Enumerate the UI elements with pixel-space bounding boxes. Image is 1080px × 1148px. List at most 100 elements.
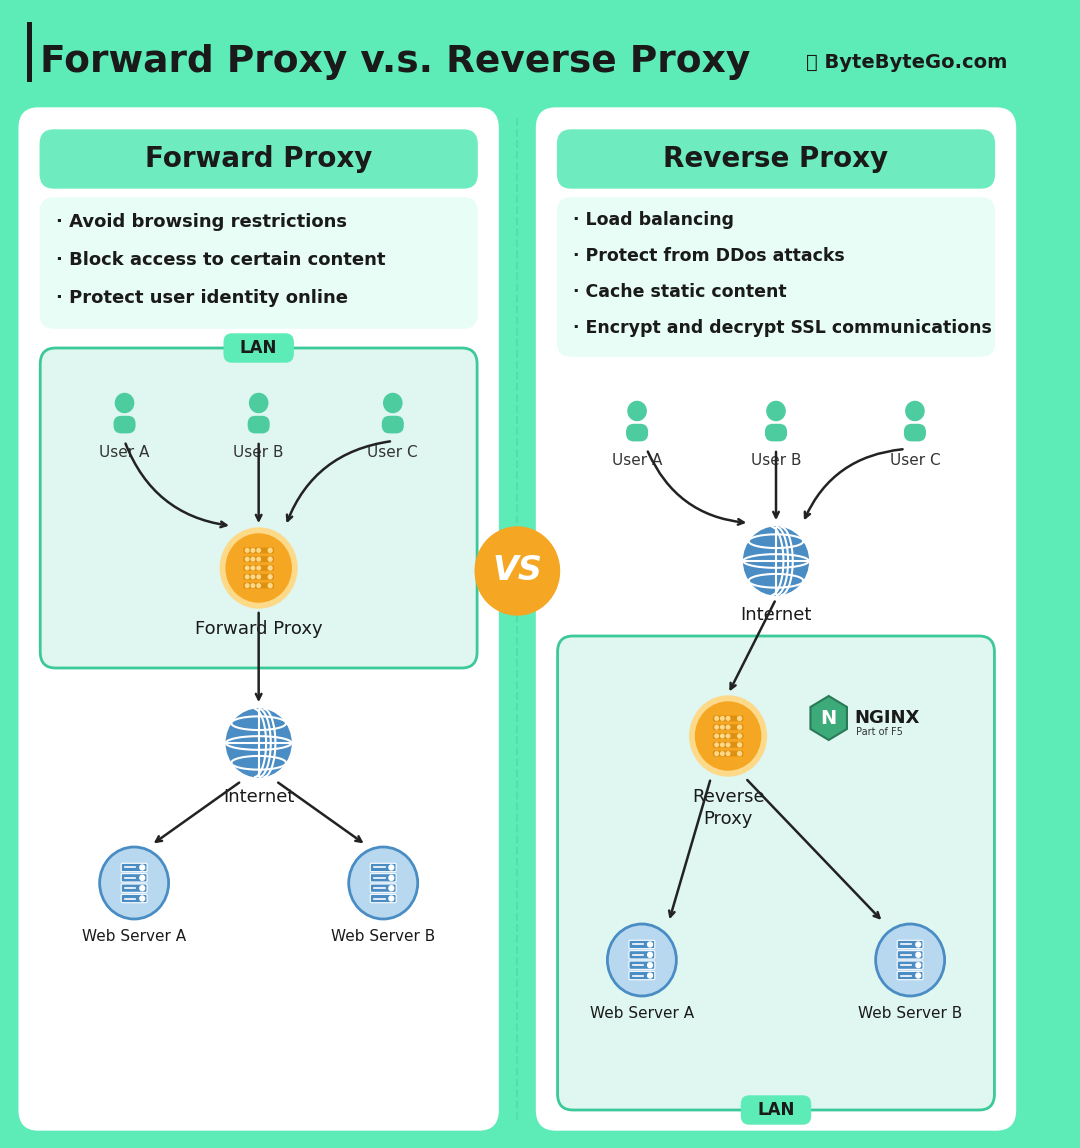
Text: Internet: Internet: [222, 788, 295, 806]
Text: Internet: Internet: [740, 606, 812, 625]
Text: · Load balancing: · Load balancing: [572, 211, 734, 228]
Polygon shape: [810, 696, 847, 740]
Circle shape: [648, 963, 652, 968]
Text: Part of F5: Part of F5: [855, 727, 903, 737]
Circle shape: [727, 743, 730, 746]
FancyBboxPatch shape: [713, 734, 743, 739]
FancyBboxPatch shape: [742, 1096, 810, 1124]
Circle shape: [252, 575, 255, 579]
Text: User C: User C: [890, 453, 941, 468]
FancyBboxPatch shape: [243, 565, 274, 571]
Text: Reverse
Proxy: Reverse Proxy: [692, 788, 765, 828]
Circle shape: [257, 575, 260, 579]
Circle shape: [715, 716, 718, 720]
FancyBboxPatch shape: [897, 961, 923, 969]
Text: NGINX: NGINX: [854, 709, 920, 727]
Circle shape: [916, 943, 920, 947]
Circle shape: [389, 864, 394, 870]
Circle shape: [140, 885, 145, 891]
FancyBboxPatch shape: [247, 416, 270, 434]
Circle shape: [248, 393, 269, 413]
Circle shape: [738, 726, 742, 729]
Circle shape: [257, 566, 260, 569]
Circle shape: [268, 566, 272, 571]
FancyBboxPatch shape: [629, 971, 654, 979]
Circle shape: [715, 735, 718, 738]
Circle shape: [648, 943, 652, 947]
Circle shape: [690, 696, 767, 776]
FancyBboxPatch shape: [629, 951, 654, 959]
Circle shape: [696, 701, 760, 770]
Circle shape: [99, 847, 168, 920]
Circle shape: [252, 549, 255, 552]
Circle shape: [383, 393, 403, 413]
FancyBboxPatch shape: [19, 108, 498, 1130]
FancyBboxPatch shape: [370, 874, 396, 882]
FancyBboxPatch shape: [243, 583, 274, 589]
Circle shape: [389, 897, 394, 901]
FancyBboxPatch shape: [626, 424, 648, 441]
Text: LAN: LAN: [240, 339, 278, 357]
FancyBboxPatch shape: [40, 130, 477, 188]
FancyBboxPatch shape: [713, 751, 743, 757]
Circle shape: [389, 875, 394, 881]
FancyBboxPatch shape: [243, 548, 274, 553]
Circle shape: [268, 549, 272, 552]
Circle shape: [245, 549, 248, 552]
Circle shape: [720, 752, 724, 755]
Circle shape: [738, 734, 742, 738]
Circle shape: [738, 743, 742, 747]
Circle shape: [140, 897, 145, 901]
FancyBboxPatch shape: [381, 416, 404, 434]
Circle shape: [742, 525, 810, 597]
FancyBboxPatch shape: [904, 424, 926, 441]
FancyBboxPatch shape: [557, 130, 995, 188]
FancyBboxPatch shape: [243, 574, 274, 580]
FancyBboxPatch shape: [113, 416, 136, 434]
Text: N: N: [821, 708, 837, 728]
Circle shape: [245, 575, 248, 579]
Circle shape: [905, 401, 924, 421]
FancyBboxPatch shape: [629, 940, 654, 948]
Circle shape: [268, 575, 272, 579]
Circle shape: [916, 963, 920, 968]
FancyBboxPatch shape: [121, 894, 147, 902]
FancyBboxPatch shape: [557, 636, 995, 1110]
FancyBboxPatch shape: [897, 940, 923, 948]
Circle shape: [140, 875, 145, 881]
Circle shape: [226, 534, 292, 602]
Text: · Avoid browsing restrictions: · Avoid browsing restrictions: [55, 214, 347, 231]
FancyBboxPatch shape: [713, 724, 743, 730]
Circle shape: [245, 558, 248, 561]
Text: User B: User B: [233, 445, 284, 460]
FancyBboxPatch shape: [897, 951, 923, 959]
Circle shape: [349, 847, 418, 920]
Circle shape: [727, 735, 730, 738]
FancyBboxPatch shape: [40, 197, 477, 328]
Circle shape: [720, 735, 724, 738]
Circle shape: [475, 527, 559, 615]
Circle shape: [140, 864, 145, 870]
Circle shape: [257, 584, 260, 588]
Text: Forward Proxy v.s. Reverse Proxy: Forward Proxy v.s. Reverse Proxy: [40, 44, 751, 80]
FancyBboxPatch shape: [713, 715, 743, 721]
Text: Forward Proxy: Forward Proxy: [145, 145, 373, 173]
Circle shape: [727, 716, 730, 720]
Circle shape: [916, 953, 920, 957]
Circle shape: [245, 584, 248, 588]
Circle shape: [252, 566, 255, 569]
Circle shape: [257, 558, 260, 561]
Text: User B: User B: [751, 453, 801, 468]
Text: · Protect from DDos attacks: · Protect from DDos attacks: [572, 247, 845, 265]
FancyBboxPatch shape: [121, 874, 147, 882]
Text: · Protect user identity online: · Protect user identity online: [55, 289, 348, 307]
Text: Web Server A: Web Server A: [82, 929, 186, 944]
Text: User A: User A: [99, 445, 150, 460]
Text: Reverse Proxy: Reverse Proxy: [663, 145, 889, 173]
FancyBboxPatch shape: [765, 424, 787, 441]
Text: User A: User A: [612, 453, 662, 468]
Text: Web Server B: Web Server B: [332, 929, 435, 944]
Circle shape: [627, 401, 647, 421]
Text: · Encrypt and decrypt SSL communications: · Encrypt and decrypt SSL communications: [572, 319, 991, 338]
Text: Web Server A: Web Server A: [590, 1006, 694, 1021]
